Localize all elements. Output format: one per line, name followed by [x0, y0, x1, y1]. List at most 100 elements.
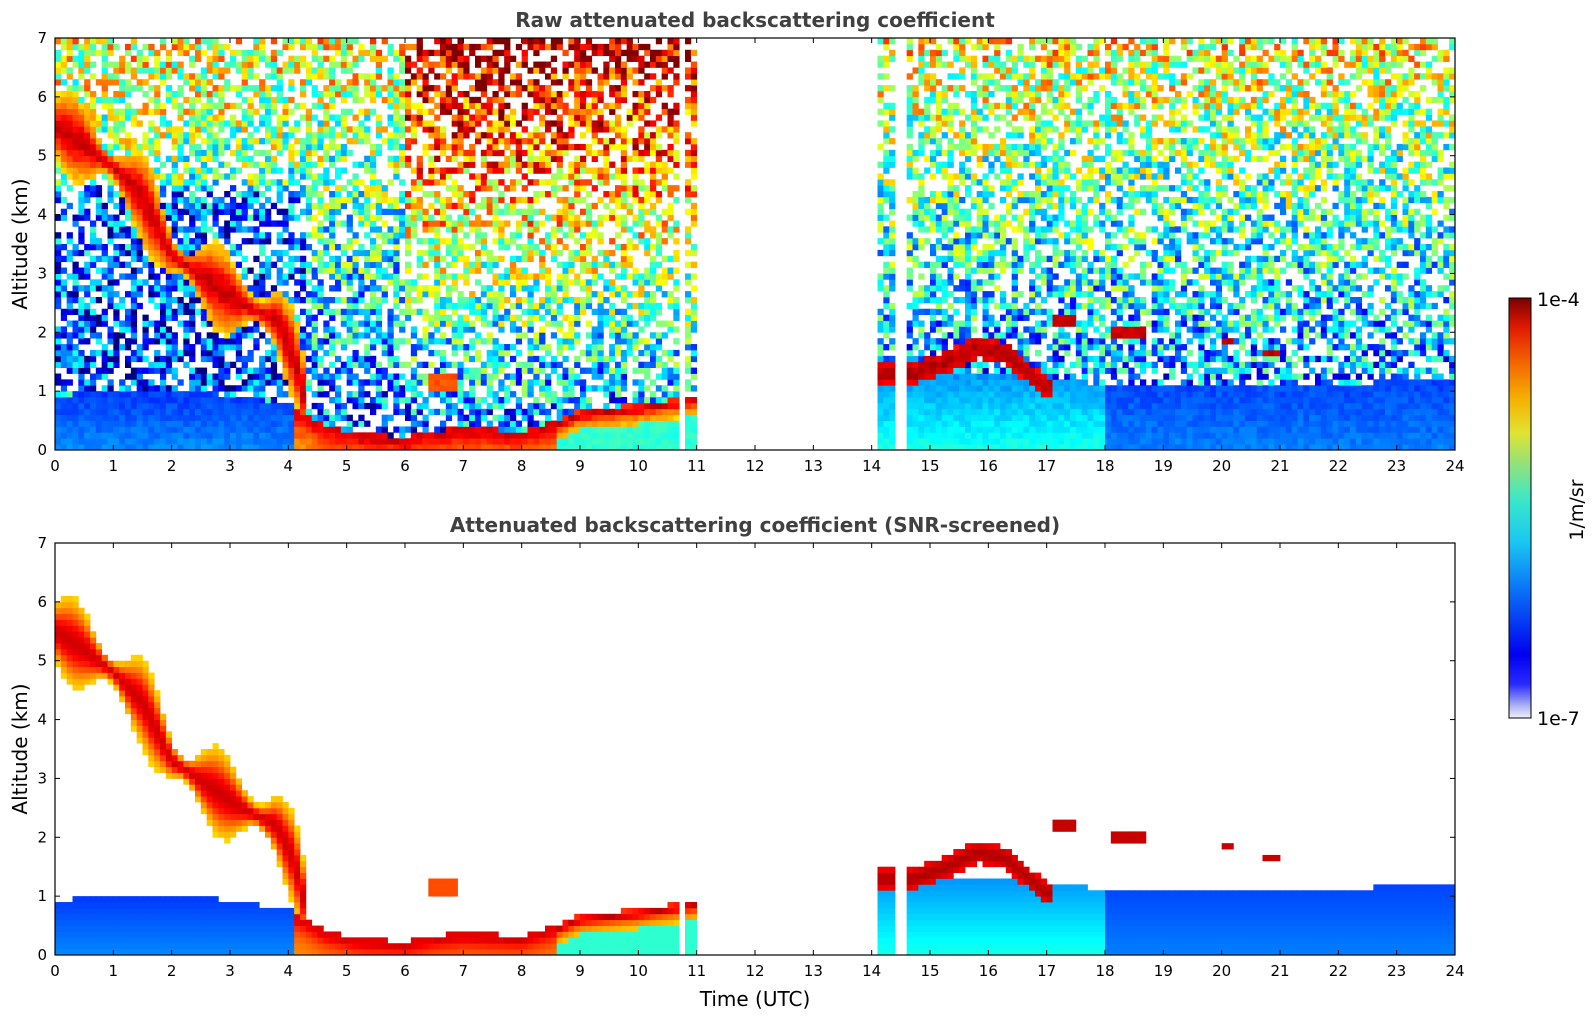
- heatmap-cell: [90, 296, 97, 304]
- heatmap-cell: [568, 267, 575, 274]
- heatmap-cell: [183, 426, 190, 433]
- heatmap-cell: [107, 367, 114, 374]
- heatmap-cell: [615, 114, 622, 121]
- heatmap-cell: [235, 444, 243, 450]
- heatmap-cell: [200, 355, 208, 363]
- heatmap-cell: [556, 426, 563, 433]
- heatmap-cell: [638, 420, 645, 427]
- heatmap-cell: [597, 85, 604, 92]
- heatmap-cell: [323, 67, 330, 74]
- heatmap-cell: [66, 96, 73, 104]
- heatmap-cell: [375, 179, 383, 186]
- heatmap-cell: [253, 420, 260, 427]
- heatmap-cell: [597, 73, 604, 80]
- heatmap-cell: [527, 326, 534, 333]
- heatmap-cell: [469, 296, 476, 304]
- heatmap-cell: [241, 55, 248, 62]
- heatmap-cell: [200, 67, 208, 74]
- heatmap-cell: [136, 120, 143, 127]
- heatmap-cell: [200, 202, 208, 210]
- heatmap-cell: [626, 438, 633, 445]
- heatmap-cell: [399, 308, 406, 316]
- heatmap-cell: [200, 426, 208, 433]
- heatmap-cell: [142, 326, 149, 333]
- heatmap-cell: [568, 196, 575, 204]
- heatmap-cell: [451, 302, 458, 310]
- heatmap-cell: [498, 102, 505, 110]
- heatmap-cell: [119, 438, 126, 445]
- heatmap-cell: [597, 414, 604, 421]
- heatmap-cell: [195, 226, 202, 233]
- heatmap-cell: [387, 273, 394, 280]
- heatmap-cell: [399, 320, 406, 327]
- heatmap-cell: [457, 249, 464, 257]
- heatmap-cell: [434, 426, 441, 433]
- heatmap-cell: [580, 220, 587, 227]
- heatmap-cell: [101, 43, 108, 51]
- heatmap-cell: [597, 249, 604, 257]
- heatmap-cell: [644, 185, 651, 192]
- heatmap-cell: [440, 220, 447, 227]
- heatmap-cell: [486, 291, 493, 298]
- heatmap-cell: [387, 373, 394, 380]
- heatmap-cell: [218, 308, 225, 316]
- heatmap-cell: [475, 214, 482, 221]
- heatmap-cell: [247, 85, 254, 92]
- heatmap-cell: [603, 214, 610, 221]
- heatmap-cell: [381, 55, 388, 62]
- heatmap-cell: [463, 120, 470, 127]
- heatmap-cell: [200, 267, 208, 274]
- heatmap-cell: [195, 373, 202, 380]
- heatmap-cell: [177, 414, 184, 421]
- heatmap-cell: [276, 444, 283, 450]
- heatmap-cell: [329, 226, 336, 233]
- heatmap-cell: [259, 373, 266, 380]
- heatmap-cell: [60, 414, 68, 421]
- heatmap-cell: [230, 208, 237, 215]
- heatmap-cell: [533, 67, 540, 74]
- heatmap-cell: [253, 138, 260, 145]
- heatmap-cell: [527, 349, 534, 357]
- heatmap-cell: [84, 285, 91, 292]
- heatmap-cell: [585, 179, 593, 186]
- heatmap-cell: [119, 420, 126, 427]
- heatmap-cell: [410, 385, 418, 392]
- heatmap-cell: [358, 179, 365, 186]
- heatmap-cell: [609, 238, 616, 245]
- heatmap-cell: [346, 108, 353, 115]
- heatmap-cell: [136, 167, 143, 174]
- heatmap-cell: [125, 373, 132, 380]
- heatmap-cell: [480, 220, 488, 227]
- heatmap-cell: [119, 226, 126, 233]
- heatmap-cell: [265, 444, 272, 450]
- heatmap-cell: [445, 397, 453, 404]
- heatmap-cell: [177, 138, 184, 145]
- heatmap-cell: [515, 273, 523, 280]
- heatmap-cell: [200, 320, 208, 327]
- heatmap-cell: [521, 138, 528, 145]
- heatmap-cell: [620, 191, 628, 198]
- heatmap-cell: [270, 285, 278, 292]
- heatmap-cell: [603, 102, 610, 110]
- heatmap-cell: [230, 332, 237, 339]
- heatmap-cell: [300, 114, 307, 121]
- heatmap-cell: [119, 391, 126, 398]
- heatmap-cell: [469, 338, 476, 345]
- heatmap-cell: [55, 143, 62, 151]
- heatmap-cell: [136, 49, 143, 57]
- heatmap-cell: [241, 444, 248, 450]
- heatmap-cell: [428, 285, 435, 292]
- heatmap-cell: [375, 273, 383, 280]
- heatmap-cell: [620, 196, 628, 204]
- heatmap-cell: [136, 367, 143, 374]
- heatmap-cell: [165, 85, 173, 92]
- heatmap-cell: [230, 326, 237, 333]
- heatmap-cell: [125, 49, 132, 57]
- heatmap-cell: [270, 314, 278, 321]
- heatmap-cell: [615, 444, 622, 450]
- heatmap-cell: [253, 326, 260, 333]
- heatmap-cell: [235, 191, 243, 198]
- heatmap-cell: [574, 408, 581, 416]
- heatmap-cell: [603, 155, 610, 162]
- heatmap-cell: [638, 402, 645, 410]
